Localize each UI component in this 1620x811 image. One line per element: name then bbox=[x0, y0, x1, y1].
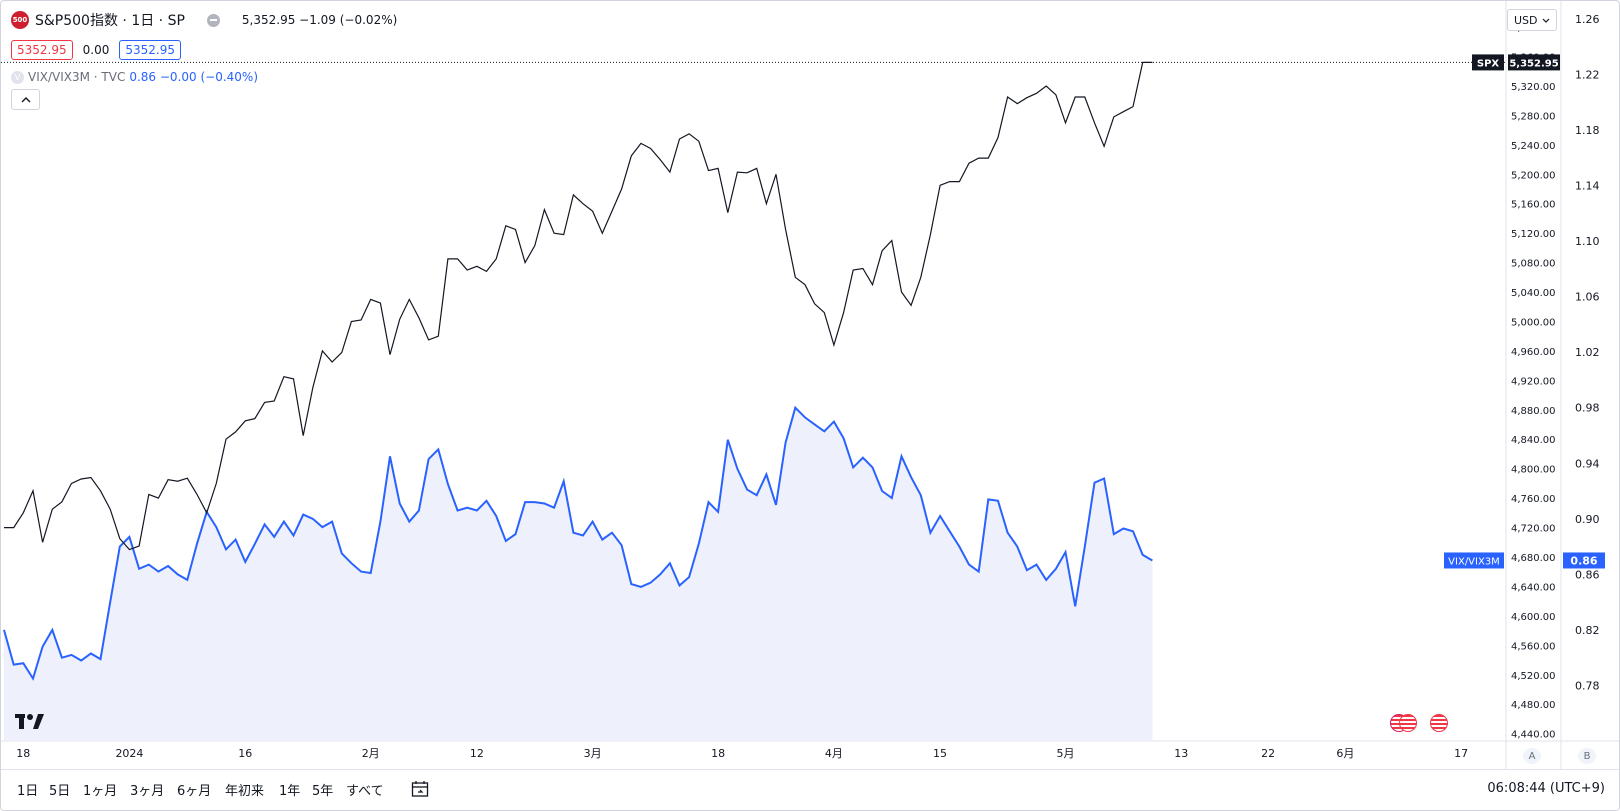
buy-price-box[interactable]: 5352.95 bbox=[119, 40, 181, 60]
collapse-legend-button[interactable] bbox=[11, 89, 40, 110]
range-1m-button[interactable]: 1ヶ月 bbox=[83, 784, 118, 799]
range-ytd-button[interactable]: 年初来 bbox=[225, 784, 265, 799]
price-row: 5352.95 0.00 5352.95 bbox=[11, 40, 181, 60]
spx-axis-tick-label: 4,800.00 bbox=[1511, 465, 1556, 476]
chevron-down-icon bbox=[1542, 18, 1550, 23]
spx-axis-tick-label: 4,680.00 bbox=[1511, 553, 1556, 564]
time-axis-tick-label: 17 bbox=[1454, 747, 1468, 760]
range-1y-button[interactable]: 1年 bbox=[279, 784, 301, 799]
us-flag-icon[interactable] bbox=[1399, 714, 1417, 732]
symbol-values: 5,352.95 −1.09 (−0.02%) bbox=[241, 13, 398, 27]
vix-last-value-tag bbox=[1563, 552, 1605, 569]
chevron-up-icon bbox=[21, 96, 30, 102]
spx-last-price-text: 5,352.95 bbox=[1509, 58, 1558, 69]
vix-axis-tick-label: 1.22 bbox=[1575, 68, 1600, 81]
time-axis-tick-label: 22 bbox=[1261, 747, 1275, 760]
spx-axis-tick-label: 4,920.00 bbox=[1511, 376, 1556, 387]
vix-axis-tick-label: 1.14 bbox=[1575, 180, 1600, 193]
spread-value: 0.00 bbox=[82, 43, 110, 57]
spx-axis-tick-label: 4,480.00 bbox=[1511, 700, 1556, 711]
time-axis-tick-label: 18 bbox=[16, 747, 30, 760]
vix-values: 0.86 −0.00 (−0.40%) bbox=[129, 70, 259, 84]
time-axis-tick-label: 13 bbox=[1174, 747, 1188, 760]
spx-axis-tick-label: 5,080.00 bbox=[1511, 259, 1556, 270]
vix-series-tag bbox=[1444, 552, 1504, 569]
time-axis-tick-label: 16 bbox=[238, 747, 252, 760]
time-axis-tick-label: 2024 bbox=[115, 747, 143, 760]
vix-axis-tick-label: 0.86 bbox=[1575, 568, 1600, 581]
vix-axis-tick-label: 0.78 bbox=[1575, 679, 1600, 692]
spx-axis-tick-label: 5,280.00 bbox=[1511, 111, 1556, 122]
range-1d-button[interactable]: 1日 bbox=[17, 784, 39, 799]
calendar-icon[interactable] bbox=[411, 780, 429, 798]
spx-axis-tick-label: 5,320.00 bbox=[1511, 82, 1556, 93]
range-3m-button[interactable]: 3ヶ月 bbox=[130, 784, 165, 799]
spx-series-tag bbox=[1472, 54, 1504, 71]
us-flag-icon[interactable] bbox=[1430, 714, 1448, 732]
range-6m-button[interactable]: 6ヶ月 bbox=[177, 784, 212, 799]
bottom-toolbar: 1日 5日 1ヶ月 3ヶ月 6ヶ月 年初来 1年 5年 すべて 06:08:44… bbox=[1, 769, 1619, 810]
spx-axis-tick-label: 4,840.00 bbox=[1511, 435, 1556, 446]
currency-label: USD bbox=[1514, 13, 1538, 27]
spx-axis-tick-label: 4,960.00 bbox=[1511, 347, 1556, 358]
vix-area-fill bbox=[4, 407, 1153, 741]
currency-select[interactable]: USD bbox=[1507, 9, 1557, 31]
market-status-icon[interactable] bbox=[206, 13, 220, 27]
range-all-button[interactable]: すべて bbox=[346, 784, 384, 799]
vix-axis-tick-label: 1.06 bbox=[1575, 291, 1600, 304]
spx-series-tag-text: SPX bbox=[1477, 58, 1500, 69]
spx-last-price-tag bbox=[1508, 54, 1560, 71]
spx-axis-tick-label: 4,760.00 bbox=[1511, 494, 1556, 505]
spx-axis-tick-label: 4,440.00 bbox=[1511, 730, 1556, 741]
time-axis-tick-label: 6月 bbox=[1336, 747, 1354, 760]
spx-axis-tick-label: 4,520.00 bbox=[1511, 671, 1556, 682]
vix-axis-tick-label: 1.10 bbox=[1575, 235, 1600, 248]
spx-axis-tick-label: 5,200.00 bbox=[1511, 170, 1556, 181]
scale-b-button[interactable]: B bbox=[1578, 748, 1596, 764]
spx-axis-tick-label: 5,120.00 bbox=[1511, 229, 1556, 240]
time-axis-tick-label: 3月 bbox=[584, 747, 602, 760]
time-axis-tick-label: 12 bbox=[470, 747, 484, 760]
vix-axis-tick-label: 1.18 bbox=[1575, 124, 1600, 137]
auto-scale-button[interactable]: A bbox=[1523, 748, 1541, 764]
vix-series-line bbox=[3, 405, 1153, 681]
vix-axis-tick-label: 1.02 bbox=[1575, 346, 1600, 359]
time-axis-tick-label: 18 bbox=[711, 747, 725, 760]
time-axis-tick-label: 2月 bbox=[362, 747, 380, 760]
vix-series-tag-text: VIX/VIX3M bbox=[1448, 556, 1500, 567]
spx-axis-tick-label: 5,160.00 bbox=[1511, 200, 1556, 211]
range-5y-button[interactable]: 5年 bbox=[312, 784, 334, 799]
spx-axis-tick-label: 4,600.00 bbox=[1511, 612, 1556, 623]
spx-axis-tick-label: 4,640.00 bbox=[1511, 582, 1556, 593]
spx-axis-tick-label: 4,560.00 bbox=[1511, 641, 1556, 652]
spx-axis-tick-label: 5,240.00 bbox=[1511, 141, 1556, 152]
sp500-logo-icon: 500 bbox=[11, 11, 29, 29]
spx-series-line bbox=[4, 61, 1153, 551]
vix-axis-tick-label: 0.94 bbox=[1575, 457, 1600, 470]
time-axis-tick-label: 15 bbox=[933, 747, 947, 760]
vix-legend[interactable]: V VIX/VIX3M · TVC 0.86 −0.00 (−0.40%) bbox=[11, 70, 258, 84]
vix-last-value-text: 0.86 bbox=[1570, 554, 1597, 567]
spx-axis-tick-label: 5,000.00 bbox=[1511, 317, 1556, 328]
symbol-legend[interactable]: 500 S&P500指数 · 1日 · SP 5,352.95 −1.09 (−… bbox=[11, 10, 397, 30]
symbol-title[interactable]: S&P500指数 · 1日 · SP bbox=[35, 13, 185, 29]
vix-axis-tick-label: 0.82 bbox=[1575, 624, 1600, 637]
tradingview-logo-icon[interactable] bbox=[15, 711, 45, 735]
vix-symbol-icon: V bbox=[11, 70, 24, 84]
spx-axis-tick-label: 4,880.00 bbox=[1511, 406, 1556, 417]
spx-axis-tick-label: 4,720.00 bbox=[1511, 524, 1556, 535]
vix-title[interactable]: VIX/VIX3M · TVC bbox=[28, 70, 126, 84]
vix-axis-tick-label: 0.98 bbox=[1575, 402, 1600, 415]
sell-price-box[interactable]: 5352.95 bbox=[11, 40, 73, 60]
vix-axis-tick-label: 1.26 bbox=[1575, 13, 1600, 26]
time-axis-tick-label: 5月 bbox=[1057, 747, 1075, 760]
time-axis-tick-label: 4月 bbox=[825, 747, 843, 760]
range-5d-button[interactable]: 5日 bbox=[49, 784, 71, 799]
vix-axis-tick-label: 0.90 bbox=[1575, 513, 1600, 526]
spx-axis-tick-label: 5,040.00 bbox=[1511, 288, 1556, 299]
clock-display[interactable]: 06:08:44 (UTC+9) bbox=[1487, 781, 1605, 796]
